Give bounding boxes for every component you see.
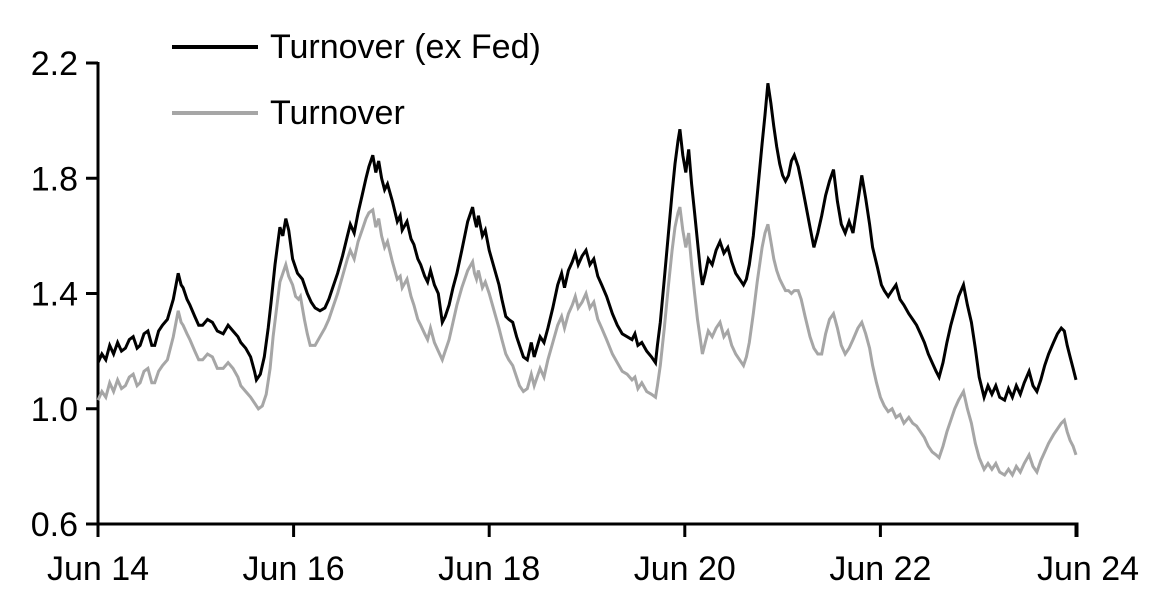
legend-line-swatch-black bbox=[172, 45, 258, 49]
y-tick-label: 1.0 bbox=[31, 391, 78, 429]
y-tick-label: 1.4 bbox=[31, 276, 78, 314]
legend-label-turnover: Turnover bbox=[270, 93, 405, 132]
x-tick-label: Jun 22 bbox=[829, 550, 931, 588]
series-line-turnover bbox=[96, 206, 1078, 479]
x-tick-label: Jun 14 bbox=[47, 550, 149, 588]
legend-item-turnover: Turnover bbox=[172, 93, 405, 132]
x-tick-label: Jun 16 bbox=[243, 550, 345, 588]
legend-line-swatch-gray bbox=[172, 111, 258, 115]
x-tick-label: Jun 24 bbox=[1037, 550, 1139, 588]
series-line-turnover-ex-fed bbox=[96, 82, 1078, 403]
y-tick-label: 0.6 bbox=[31, 506, 78, 544]
y-tick-label: 1.8 bbox=[31, 160, 78, 198]
legend-item-turnover-ex-fed: Turnover (ex Fed) bbox=[172, 27, 541, 66]
legend-label-turnover-ex-fed: Turnover (ex Fed) bbox=[270, 27, 541, 66]
x-tick-label: Jun 20 bbox=[634, 550, 736, 588]
x-tick-label: Jun 18 bbox=[438, 550, 540, 588]
y-tick-label: 2.2 bbox=[31, 45, 78, 83]
